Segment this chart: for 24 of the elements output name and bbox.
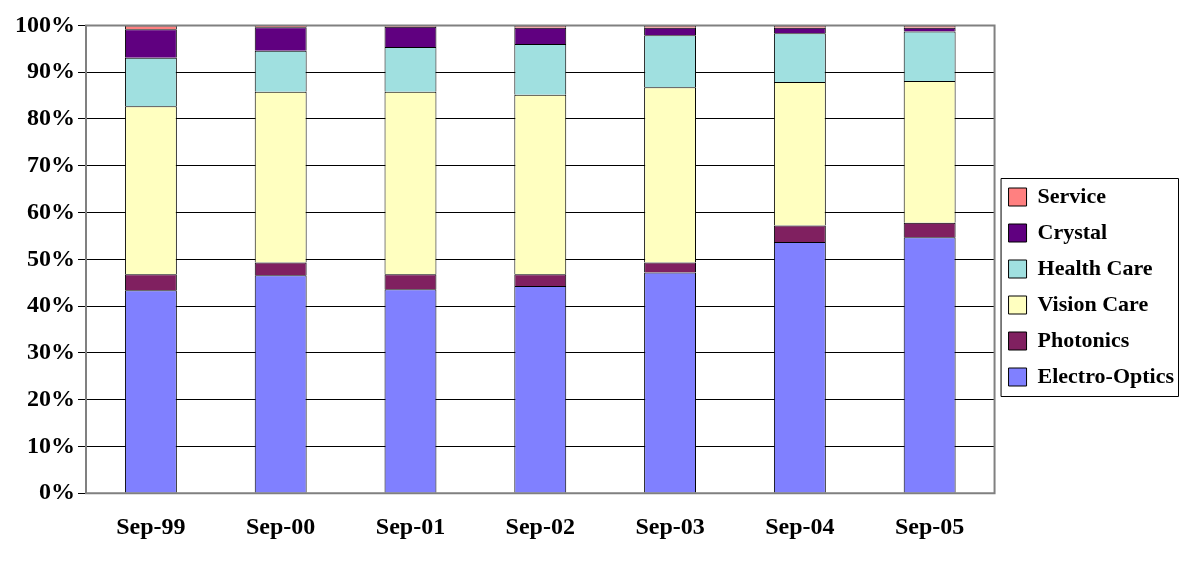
- x-tick-label: Sep-01: [375, 512, 446, 539]
- y-tick-label: 20%: [27, 384, 75, 411]
- x-tick-label: Sep-03: [635, 512, 705, 539]
- y-tick-label: 0%: [39, 478, 75, 505]
- legend-label: Health Care: [1037, 254, 1153, 280]
- y-tick-label: 100%: [15, 10, 75, 37]
- y-tick-label: 50%: [27, 244, 75, 271]
- y-tick-label: 60%: [27, 197, 75, 224]
- legend-label: Vision Care: [1037, 290, 1149, 316]
- y-tick-label: 70%: [27, 150, 75, 177]
- y-tick-label: 90%: [27, 57, 75, 84]
- legend-label: Crystal: [1037, 218, 1108, 244]
- y-tick-label: 40%: [27, 291, 75, 318]
- x-tick-label: Sep-00: [246, 512, 316, 539]
- y-tick-label: 80%: [27, 104, 75, 131]
- y-tick-label: 10%: [27, 431, 75, 458]
- legend-label: Photonics: [1037, 326, 1130, 352]
- x-tick-label: Sep-02: [505, 512, 575, 539]
- legend-label: Electro-Optics: [1037, 362, 1175, 388]
- x-tick-label: Sep-99: [116, 512, 186, 539]
- legend-label: Service: [1037, 182, 1107, 208]
- y-tick-label: 30%: [27, 338, 75, 365]
- x-tick-label: Sep-04: [765, 512, 835, 539]
- x-tick-label: Sep-05: [894, 512, 965, 539]
